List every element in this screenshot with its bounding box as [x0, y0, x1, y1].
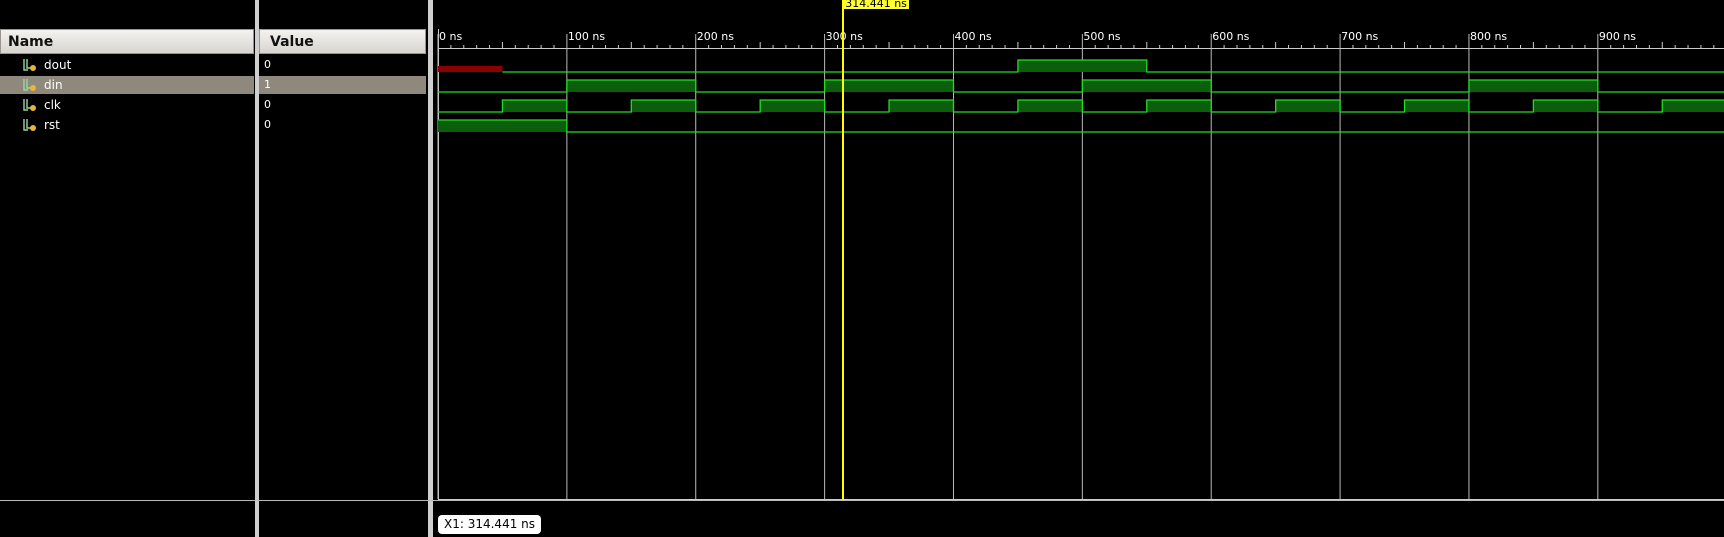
waveform-bottom-border [438, 499, 1724, 500]
high-level-fill [889, 100, 954, 112]
signal-value: 0 [264, 98, 271, 111]
high-level-fill [1533, 100, 1598, 112]
time-cursor[interactable] [842, 0, 845, 500]
signal-name: clk [44, 98, 61, 112]
high-level-fill [1146, 100, 1212, 112]
high-level-fill [1017, 60, 1147, 72]
high-level-fill [824, 80, 954, 92]
signal-value-clk[interactable]: 0 [259, 96, 426, 114]
cursor-time-flag[interactable]: 314.441 ns [843, 0, 909, 9]
high-level-fill [502, 100, 567, 112]
high-level-fill [1404, 100, 1469, 112]
signal-row-dout[interactable]: dout [0, 56, 254, 74]
waveform-dout [502, 59, 1724, 73]
tick-label: 600 ns [1212, 30, 1250, 43]
cursor-readout: X1: 314.441 ns [438, 515, 542, 534]
value-column-header[interactable]: Value [259, 29, 426, 54]
high-level-fill [438, 120, 567, 132]
panel-splitter[interactable] [255, 0, 259, 537]
signal-value-rst[interactable]: 0 [259, 116, 426, 134]
tick-label: 100 ns [567, 30, 606, 43]
high-level-fill [1662, 100, 1724, 112]
tick-label: 900 ns [1598, 30, 1637, 43]
panel-splitter[interactable] [428, 0, 433, 537]
waveform-panel[interactable]: 0 ns 100 ns 200 ns 300 ns 400 ns 500 ns 600 ns… [433, 0, 1724, 537]
high-level-fill [631, 100, 696, 112]
signal-row-din[interactable]: din [0, 76, 254, 94]
high-level-fill [1275, 100, 1341, 112]
input-signal-icon [23, 79, 36, 91]
value-panel: Value 0 1 0 0 [259, 0, 428, 537]
input-signal-icon [23, 119, 36, 131]
output-signal-icon [23, 59, 36, 71]
time-ruler[interactable] [438, 48, 1724, 49]
tick-label: 800 ns [1469, 30, 1508, 43]
waveform-clk [438, 99, 1724, 113]
high-level-fill [1017, 100, 1083, 112]
tick-label: 400 ns [954, 30, 992, 43]
signal-value: 1 [264, 78, 271, 91]
signal-value: 0 [264, 58, 271, 71]
high-level-fill [566, 80, 696, 92]
high-level-fill [1468, 80, 1598, 92]
signal-name: din [44, 78, 63, 92]
input-signal-icon [23, 99, 36, 111]
signal-name: dout [44, 58, 72, 72]
tick-label: 0 ns [439, 30, 463, 43]
waveform-canvas[interactable] [433, 0, 1724, 537]
waveform-rst [438, 119, 1724, 133]
undefined-segment [438, 66, 503, 72]
signal-value: 0 [264, 118, 271, 131]
signal-row-clk[interactable]: clk [0, 96, 254, 114]
name-column-header[interactable]: Name [0, 29, 254, 54]
signal-name: rst [44, 118, 60, 132]
signal-value-din[interactable]: 1 [259, 76, 426, 94]
name-panel: Name dout din clk rst [0, 0, 256, 537]
tick-label: 700 ns [1341, 30, 1379, 43]
waveform-din [438, 79, 1724, 93]
high-level-fill [1082, 80, 1212, 92]
signal-row-rst[interactable]: rst [0, 116, 254, 134]
tick-label: 200 ns [696, 30, 734, 43]
signal-value-dout[interactable]: 0 [259, 56, 426, 74]
tick-label: 500 ns [1083, 30, 1121, 43]
high-level-fill [760, 100, 825, 112]
bottom-divider [0, 500, 1724, 501]
